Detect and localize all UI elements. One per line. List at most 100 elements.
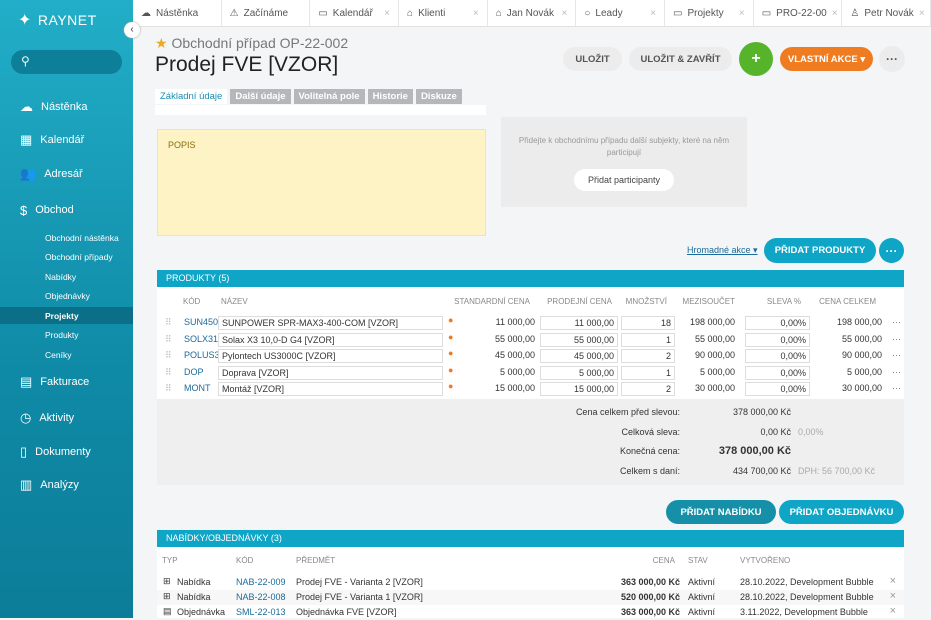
column-header: VYTVOŘENO	[740, 556, 791, 565]
table-row[interactable]: ▤ Objednávka SML-22-013 Objednávka FVE [VZO…	[157, 605, 904, 620]
add-offer-button[interactable]: PŘIDAT NABÍDKU	[666, 500, 776, 524]
page-tab-0[interactable]: Základní údaje	[155, 89, 228, 104]
sale-price-input[interactable]: 5 000,00	[540, 365, 618, 380]
sidebar-subitem-2[interactable]: Nabídky	[0, 268, 133, 285]
sidebar-item-0[interactable]: ☁ Nástěnka	[0, 98, 133, 116]
product-name-input[interactable]: Montáž [VZOR]	[218, 382, 443, 396]
tab-7[interactable]: ▭ PRO-22-00 ×	[754, 0, 843, 26]
close-tab-icon[interactable]: ×	[472, 7, 479, 19]
sidebar-item2-2[interactable]: ▯ Dokumenty	[0, 443, 133, 461]
product-name-input[interactable]: Solax X3 10,0-D G4 [VZOR]	[218, 332, 443, 347]
sidebar-subitem-0[interactable]: Obchodní nástěnka	[0, 229, 133, 246]
sidebar-item2-3[interactable]: ▥ Analýzy	[0, 476, 133, 494]
sidebar-item2-0[interactable]: ▤ Fakturace	[0, 373, 133, 391]
search-input[interactable]: ⚲	[11, 50, 122, 74]
discount-input[interactable]: 0,00%	[745, 316, 810, 330]
delete-icon[interactable]: ×	[889, 575, 896, 587]
quantity-input[interactable]: 18	[621, 316, 675, 330]
page-tab-3[interactable]: Historie	[367, 89, 413, 104]
product-code-link[interactable]: SUN450	[184, 317, 219, 327]
delete-icon[interactable]: ×	[889, 590, 896, 602]
table-row[interactable]: ⊞ Nabídka NAB-22-009 Prodej FVE - Varianta …	[157, 575, 904, 590]
code-link[interactable]: NAB-22-009	[236, 577, 286, 587]
tab-4[interactable]: ⌂ Jan Novák ×	[488, 0, 577, 26]
quantity-input[interactable]: 1	[621, 332, 675, 347]
close-tab-icon[interactable]: ×	[650, 7, 657, 19]
close-tab-icon[interactable]: ×	[561, 7, 568, 19]
sidebar-item-2[interactable]: 👥 Adresář	[0, 165, 133, 183]
close-tab-icon[interactable]: ×	[738, 7, 745, 19]
add-participants-button[interactable]: Přidat participanty	[574, 169, 674, 191]
sidebar-subitem-1[interactable]: Obchodní případy	[0, 249, 133, 266]
save-button[interactable]: ULOŽIT	[563, 47, 622, 71]
tab-label: PRO-22-00	[776, 7, 827, 19]
drag-handle-icon[interactable]: ⠿	[165, 317, 172, 327]
sidebar-item-3[interactable]: $ Obchod	[0, 201, 133, 219]
product-code-link[interactable]: POLUS3	[184, 350, 220, 360]
bulk-actions-link[interactable]: Hromadné akce ▾	[687, 245, 758, 255]
close-tab-icon[interactable]: ×	[918, 7, 925, 19]
sale-price-input[interactable]: 11 000,00	[540, 316, 618, 330]
tab-1[interactable]: ⚠ Začínáme	[222, 0, 311, 26]
sidebar-subitem-5[interactable]: Produkty	[0, 327, 133, 344]
add-button[interactable]: +	[739, 42, 773, 76]
tab-5[interactable]: ○ Leady ×	[576, 0, 666, 26]
product-name-input[interactable]: Doprava [VZOR]	[218, 365, 443, 380]
page-tab-4[interactable]: Diskuze	[415, 89, 462, 104]
sidebar-item-1[interactable]: ▦ Kalendář	[0, 131, 133, 149]
product-code-link[interactable]: SOLX31	[184, 333, 219, 344]
tab-2[interactable]: ▭ Kalendář ×	[310, 0, 400, 26]
description-field[interactable]: POPIS	[157, 129, 486, 236]
product-code-link[interactable]: MONT	[184, 383, 211, 393]
product-name-input[interactable]: Pylontech US3000C [VZOR]	[218, 349, 443, 363]
tab-0[interactable]: ☁ Nástěnka	[133, 0, 222, 26]
drag-handle-icon[interactable]: ⠿	[165, 383, 172, 393]
sale-price-input[interactable]: 45 000,00	[540, 349, 618, 363]
close-tab-icon[interactable]: ×	[384, 7, 391, 19]
sidebar-subitem-6[interactable]: Ceníky	[0, 346, 133, 363]
more-button[interactable]: ···	[879, 46, 905, 72]
code-link[interactable]: NAB-22-008	[236, 592, 286, 602]
row-more-icon[interactable]: ···	[892, 383, 901, 393]
tab-3[interactable]: ⌂ Klienti ×	[399, 0, 488, 26]
drag-handle-icon[interactable]: ⠿	[165, 333, 172, 344]
summary-label: Celkem s daní:	[619, 465, 680, 476]
sidebar-subitem-3[interactable]: Objednávky	[0, 288, 133, 305]
tab-6[interactable]: ▭ Projekty ×	[665, 0, 754, 26]
discount-input[interactable]: 0,00%	[745, 365, 810, 380]
star-icon[interactable]: ★	[155, 35, 168, 51]
sale-price-input[interactable]: 55 000,00	[540, 332, 618, 347]
quantity-input[interactable]: 1	[621, 365, 675, 380]
product-name-input[interactable]: SUNPOWER SPR-MAX3-400-COM [VZOR]	[218, 316, 443, 330]
logo[interactable]: ✦ RAYNET	[18, 12, 97, 29]
discount-input[interactable]: 0,00%	[745, 382, 810, 396]
quantity-input[interactable]: 2	[621, 349, 675, 363]
page-tab-2[interactable]: Volitelná pole	[293, 89, 365, 104]
page-tab-1[interactable]: Další údaje	[230, 89, 291, 104]
row-more-icon[interactable]: ···	[892, 350, 901, 360]
sale-price-input[interactable]: 15 000,00	[540, 382, 618, 396]
drag-handle-icon[interactable]: ⠿	[165, 350, 172, 360]
sidebar-subitem-4[interactable]: Projekty	[0, 307, 133, 324]
code-link[interactable]: SML-22-013	[236, 607, 286, 617]
tab-icon: ○	[584, 7, 591, 19]
drag-handle-icon[interactable]: ⠿	[165, 366, 172, 377]
row-more-icon[interactable]: ···	[892, 317, 901, 327]
add-products-button[interactable]: PŘIDAT PRODUKTY	[764, 238, 876, 263]
custom-actions-button[interactable]: VLASTNÍ AKCE ▾	[780, 47, 873, 71]
discount-input[interactable]: 0,00%	[745, 349, 810, 363]
discount-input[interactable]: 0,00%	[745, 332, 810, 347]
sidebar-item2-1[interactable]: ◷ Aktivity	[0, 409, 133, 427]
quantity-input[interactable]: 2	[621, 382, 675, 396]
delete-icon[interactable]: ×	[889, 605, 896, 617]
save-close-button[interactable]: ULOŽIT & ZAVŘÍT	[629, 47, 732, 71]
row-more-icon[interactable]: ···	[892, 366, 901, 377]
row-more-icon[interactable]: ···	[892, 333, 901, 344]
collapse-sidebar-button[interactable]: ‹	[124, 22, 140, 38]
table-row[interactable]: ⊞ Nabídka NAB-22-008 Prodej FVE - Varianta …	[157, 590, 904, 605]
close-tab-icon[interactable]: ×	[831, 7, 838, 19]
tab-8[interactable]: ♙ Petr Novák ×	[842, 0, 931, 26]
add-order-button[interactable]: PŘIDAT OBJEDNÁVKU	[779, 500, 904, 524]
product-code-link[interactable]: DOP	[184, 366, 204, 377]
products-more-button[interactable]: ···	[879, 238, 904, 263]
